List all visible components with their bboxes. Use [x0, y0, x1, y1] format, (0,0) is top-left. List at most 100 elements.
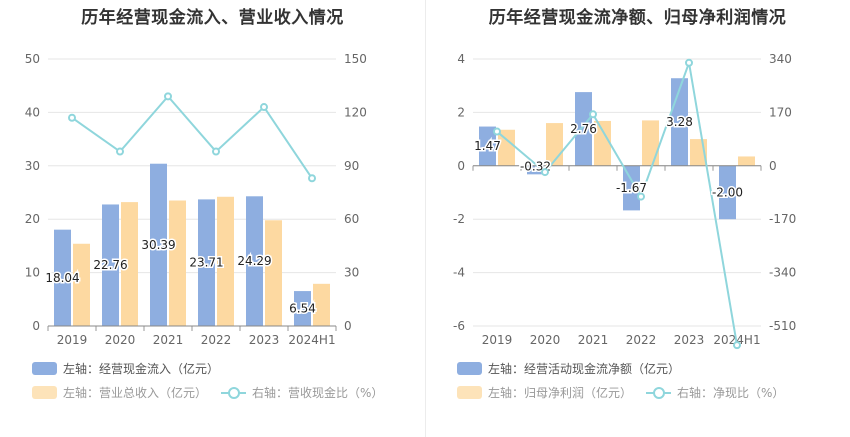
panel-divider [425, 0, 426, 437]
right-legend-item-net-cash[interactable]: 左轴：经营活动现金流净额（亿元） [457, 360, 680, 377]
left-data-label: 30.39 [141, 238, 175, 252]
right-legend-item-ratio[interactable]: 右轴：净现比（%） [646, 384, 784, 401]
right-right-tick-label: 170 [769, 105, 792, 119]
left-bar-series2 [121, 202, 138, 326]
legend-line-swatch [646, 386, 672, 399]
right-ratio-line [496, 58, 738, 346]
right-bar-series1 [479, 126, 496, 166]
left-bar-series1 [294, 291, 311, 326]
legend-label: 左轴：经营现金流入（亿元） [63, 362, 220, 376]
right-ratio-point [637, 192, 645, 201]
left-x-tick-label: 2022 [201, 333, 232, 347]
right-right-tick-label: -170 [769, 212, 796, 226]
left-bar-series1 [150, 163, 167, 326]
left-right-tick-label: 120 [344, 105, 367, 119]
right-left-tick-label: 0 [457, 159, 465, 173]
right-x-tick-label: 2021 [578, 333, 609, 347]
legend-line-swatch [221, 386, 247, 399]
left-bar-series2 [169, 200, 186, 326]
left-left-tick-label: 20 [25, 212, 40, 226]
legend-label: 右轴：营收现金比（%） [252, 386, 384, 400]
left-data-label: 23.71 [189, 256, 223, 270]
right-bar-series2 [498, 129, 515, 166]
left-ratio-line [71, 94, 313, 179]
left-bar-series2 [73, 243, 90, 326]
right-x-tick-label: 2019 [482, 333, 513, 347]
left-left-tick-label: 30 [25, 159, 40, 173]
right-left-tick-label: 4 [457, 52, 465, 66]
left-chart-panel: 历年经营现金流入、营业收入情况 0 10 20 30 40 50 0 30 60 90 120 150… [25, 8, 397, 401]
left-ratio-point [212, 147, 220, 156]
left-right-tick-label: 150 [344, 52, 367, 66]
right-bar-series2 [594, 120, 611, 166]
right-bar-series2 [642, 120, 659, 166]
left-x-tick-label: 2024H1 [288, 333, 335, 347]
left-data-label: 18.04 [45, 271, 79, 285]
left-data-label: 6.54 [289, 302, 316, 316]
right-left-tick-label: -6 [453, 319, 465, 333]
left-legend-row1: 左轴：经营现金流入（亿元） [32, 360, 233, 377]
left-ratio-point [260, 103, 268, 112]
left-x-tick-label: 2020 [105, 333, 136, 347]
left-legend-item-revenue[interactable]: 左轴：营业总收入（亿元） [32, 384, 207, 401]
left-right-tick-label: 0 [344, 319, 352, 333]
left-bar-series1 [102, 204, 119, 326]
left-bar-series1 [246, 196, 263, 326]
right-right-tick-label: -340 [769, 266, 796, 280]
right-legend-row1: 左轴：经营活动现金流净额（亿元） [457, 360, 694, 377]
legend-swatch [32, 362, 57, 375]
right-chart-title: 历年经营现金流净额、归母净利润情况 [488, 8, 787, 28]
right-legend-row2: 左轴：归母净利润（亿元） 右轴：净现比（%） [457, 384, 798, 401]
left-right-tick-label: 60 [344, 212, 359, 226]
right-left-tick-label: -2 [453, 212, 465, 226]
left-ratio-point [68, 113, 76, 122]
right-ratio-point [733, 341, 741, 350]
left-left-tick-label: 40 [25, 105, 40, 119]
legend-swatch [457, 386, 482, 399]
right-data-label: -1.67 [616, 181, 647, 195]
right-x-tick-label: 2023 [674, 333, 705, 347]
legend-label: 右轴：净现比（%） [677, 386, 785, 400]
legend-label: 左轴：营业总收入（亿元） [63, 386, 208, 400]
left-bar-series2 [313, 283, 330, 326]
legend-swatch [32, 386, 57, 399]
right-x-tick-label: 2022 [626, 333, 657, 347]
right-data-label: 1.47 [474, 139, 501, 153]
legend-label: 左轴：经营活动现金流净额（亿元） [488, 362, 681, 376]
left-bar-series1 [198, 199, 215, 326]
left-bar-series2 [265, 220, 282, 326]
right-ratio-point [493, 127, 501, 136]
left-chart-title: 历年经营现金流入、营业收入情况 [81, 8, 344, 28]
right-bar-series1 [527, 165, 544, 175]
left-legend-item-ratio[interactable]: 右轴：营收现金比（%） [221, 384, 383, 401]
left-ratio-point [164, 92, 172, 101]
left-right-tick-label: 30 [344, 266, 359, 280]
left-ratio-point [116, 147, 124, 156]
left-chart-svg: 0 10 20 30 40 50 0 30 60 90 120 150 2019 2020 2021 2022… [25, 52, 367, 347]
left-legend-item-cash-inflow[interactable]: 左轴：经营现金流入（亿元） [32, 360, 219, 377]
right-bar-series1 [575, 92, 592, 166]
left-left-tick-label: 10 [25, 266, 40, 280]
right-ratio-point [541, 168, 549, 177]
right-left-tick-label: 2 [457, 105, 465, 119]
left-bar-series2 [217, 196, 234, 326]
legend-swatch [457, 362, 482, 375]
left-ratio-point [308, 174, 316, 183]
right-right-tick-label: -510 [769, 319, 796, 333]
right-ratio-point [685, 58, 693, 67]
left-left-tick-label: 50 [25, 52, 40, 66]
left-x-tick-label: 2023 [249, 333, 280, 347]
left-left-tick-label: 0 [32, 319, 40, 333]
left-bar-series1 [54, 229, 71, 326]
right-right-tick-label: 0 [769, 159, 777, 173]
right-bar-series1 [719, 165, 736, 220]
left-right-tick-label: 90 [344, 159, 359, 173]
right-chart-panel: 历年经营现金流净额、归母净利润情况 -6 -4 -2 0 2 4 -510 -340 -170 0… [425, 0, 850, 437]
legend-label: 左轴：归母净利润（亿元） [488, 386, 633, 400]
right-data-label: -2.00 [712, 186, 743, 200]
right-data-label: 2.76 [570, 122, 597, 136]
left-x-tick-label: 2019 [57, 333, 88, 347]
right-legend-item-net-profit[interactable]: 左轴：归母净利润（亿元） [457, 384, 632, 401]
left-legend-row2: 左轴：营业总收入（亿元） 右轴：营收现金比（%） [32, 384, 397, 401]
right-bar-series2 [738, 156, 755, 166]
